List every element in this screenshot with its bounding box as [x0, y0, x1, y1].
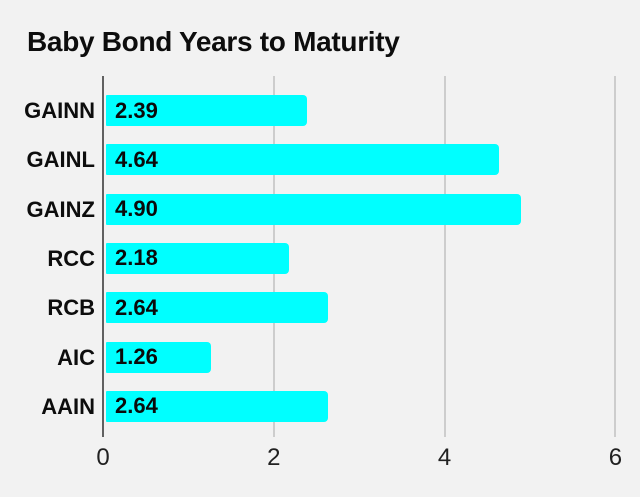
value-label-rcb: 2.64 [115, 294, 158, 320]
value-label-gainz: 4.90 [115, 196, 158, 222]
bar-gainn: 2.39 [106, 95, 308, 126]
category-label-gainn: GAINN [24, 98, 95, 123]
category-label-rcb: RCB [47, 295, 95, 321]
bar-aic: 1.26 [106, 341, 211, 373]
gridline-x-4 [443, 76, 446, 437]
value-label-aain: 2.64 [115, 393, 158, 419]
category-label-gainz: GAINZ [26, 196, 95, 222]
value-label-gainn: 2.39 [115, 97, 158, 123]
x-tick-label-6: 6 [608, 444, 623, 471]
gridline-x-6 [614, 76, 617, 437]
y-axis-line [102, 76, 104, 437]
chart-title: Baby Bond Years to Maturity [27, 26, 400, 57]
category-label-gainl: GAINL [26, 147, 95, 173]
bar-gainl: 4.64 [106, 144, 500, 176]
bar-rcb: 2.64 [106, 292, 329, 324]
x-tick-label-2: 2 [267, 444, 281, 471]
category-label-aain: AAIN [41, 393, 95, 419]
x-tick-label-4: 4 [437, 444, 452, 471]
x-tick-label-0: 0 [96, 444, 110, 471]
bar-rcc: 2.18 [106, 242, 290, 274]
bar-aain: 2.64 [106, 390, 329, 422]
value-label-gainl: 4.64 [115, 146, 158, 172]
category-label-rcc: RCC [47, 245, 95, 271]
bar-gainz: 4.90 [106, 193, 522, 225]
category-label-aic: AIC [57, 344, 95, 370]
value-label-rcc: 2.18 [115, 245, 158, 271]
value-label-aic: 1.26 [115, 344, 158, 369]
